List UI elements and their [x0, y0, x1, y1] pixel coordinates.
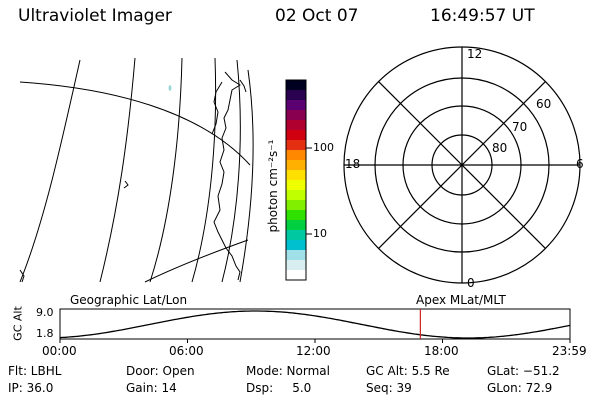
alt-xtick-2: 12:00: [296, 344, 331, 358]
apex-caption: Apex MLat/MLT: [416, 293, 506, 307]
seq-info: Seq: 39: [366, 381, 412, 395]
alt-strip-ticks: [59, 339, 571, 343]
island: [168, 85, 172, 91]
lon-line: [191, 57, 217, 283]
mlt-label-18: 18: [345, 157, 361, 171]
lon-line: [239, 69, 254, 283]
mode-info: Mode: Normal: [246, 364, 330, 378]
door-info: Door: Open: [126, 364, 195, 378]
altitude-strip: [59, 308, 571, 343]
lon-line: [149, 57, 183, 283]
colorbar-segment: [286, 200, 306, 211]
colorbar-tick-label: 100: [313, 141, 334, 154]
colorbar-segment: [286, 150, 306, 161]
coastline: [19, 269, 25, 283]
colorbar-segment: [286, 240, 306, 251]
alt-ymax-label: 9.0: [36, 306, 54, 319]
colorbar-segment: [286, 100, 306, 111]
gain-info: Gain: 14: [126, 381, 177, 395]
coastline: [213, 71, 241, 281]
colorbar-segment: [286, 90, 306, 101]
polar-plot: [343, 46, 581, 284]
alt-xtick-0: 00:00: [42, 344, 77, 358]
colorbar-segment: [286, 140, 306, 151]
glon-info: GLon: 72.9: [487, 381, 553, 395]
coastline: [123, 180, 129, 189]
colorbar: [286, 80, 306, 281]
colorbar-segment: [286, 110, 306, 121]
glat-info: GLat: −51.2: [487, 364, 560, 378]
lat-label-60: 60: [536, 97, 552, 111]
lat-line: [144, 239, 249, 283]
colorbar-segment: [286, 190, 306, 201]
mlt-label-0: 0: [467, 276, 475, 290]
alt-xtick-3: 18:00: [424, 344, 459, 358]
colorbar-segment: [286, 260, 306, 271]
altitude-curve: [59, 310, 571, 339]
alt-ymin-label: 1.8: [36, 327, 54, 340]
colorbar-frame: [285, 79, 307, 281]
colorbar-segment: [286, 180, 306, 191]
lat-label-70: 70: [512, 120, 528, 134]
colorbar-segment: [286, 80, 306, 91]
coastline: [239, 79, 247, 93]
colorbar-segment: [286, 270, 306, 281]
mlt-label-6: 6: [576, 157, 584, 171]
alt-xtick-4: 23:59: [552, 344, 587, 358]
alt-strip-frame: [59, 308, 571, 340]
colorbar-segment: [286, 220, 306, 231]
lon-line: [19, 59, 81, 283]
lat-line: [19, 81, 251, 166]
colorbar-tick-label: 10: [313, 227, 327, 240]
colorbar-unit-label: photon cm⁻²s⁻¹: [266, 139, 280, 233]
polar-diagonal: [378, 81, 546, 249]
dsp-info: Dsp: 5.0: [246, 381, 312, 395]
colorbar-segment: [286, 250, 306, 261]
filter-info: Flt: LBHL: [8, 364, 62, 378]
ip-info: IP: 36.0: [8, 381, 54, 395]
mlt-label-12: 12: [467, 47, 483, 61]
coastline: [211, 81, 223, 135]
date-label: 02 Oct 07: [275, 6, 359, 26]
colorbar-segment: [286, 160, 306, 171]
geographic-caption: Geographic Lat/Lon: [70, 293, 188, 307]
lon-line: [221, 59, 241, 283]
lat-label-80: 80: [492, 141, 508, 155]
time-label: 16:49:57 UT: [430, 6, 535, 26]
colorbar-segment: [286, 210, 306, 221]
colorbar-segment: [286, 130, 306, 141]
alt-xtick-1: 06:00: [169, 344, 204, 358]
geographic-map: [19, 57, 254, 283]
colorbar-segment: [286, 170, 306, 181]
alt-ylabel: GC Alt: [11, 306, 25, 341]
gc-alt-info: GC Alt: 5.5 Re: [366, 364, 450, 378]
lon-line: [99, 57, 136, 283]
colorbar-segment: [286, 120, 306, 131]
instrument-title: Ultraviolet Imager: [18, 6, 172, 26]
colorbar-segment: [286, 230, 306, 241]
